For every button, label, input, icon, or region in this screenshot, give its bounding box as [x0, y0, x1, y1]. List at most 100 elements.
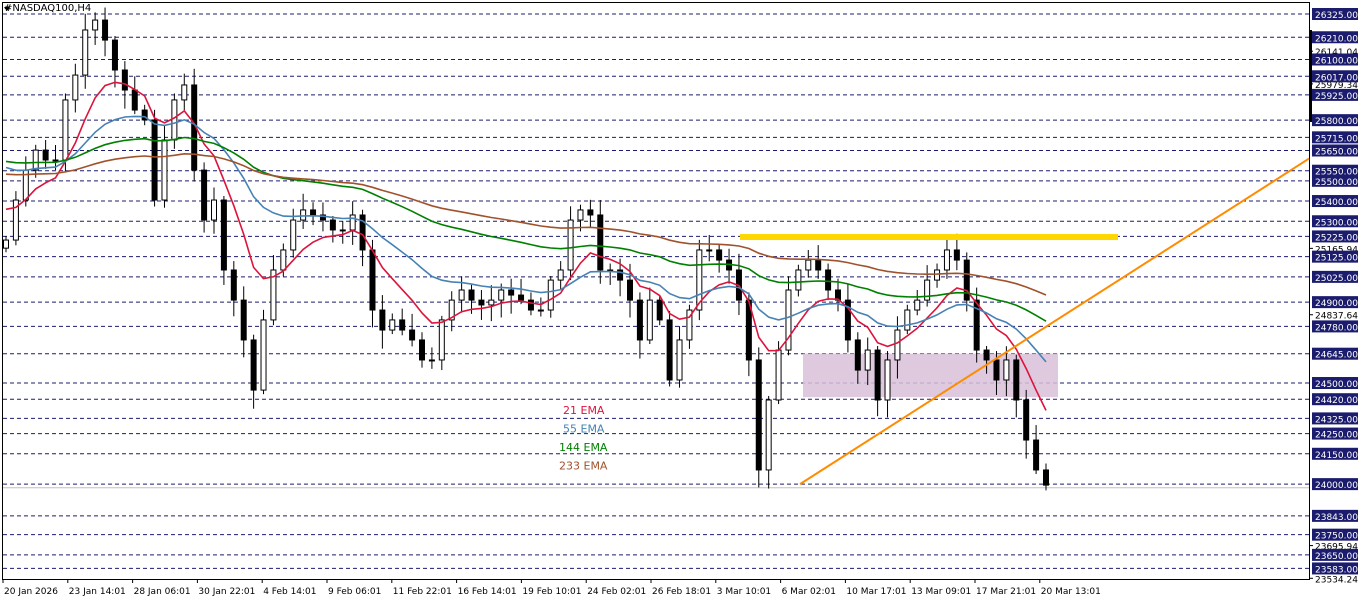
- candle: [518, 294, 525, 301]
- candle: [1023, 399, 1030, 441]
- candle: [478, 299, 485, 306]
- candle: [636, 299, 643, 341]
- candle: [1013, 359, 1020, 401]
- candle: [131, 89, 138, 111]
- level-label-bg: [1312, 393, 1358, 406]
- candle: [844, 299, 851, 341]
- candle: [924, 279, 931, 301]
- candle: [627, 279, 633, 301]
- level-label-bg: [1312, 377, 1358, 390]
- candle: [795, 269, 802, 291]
- candle: [617, 269, 624, 281]
- candle: [399, 319, 406, 331]
- candle: [211, 199, 217, 221]
- time-label: 30 Jan 22:01: [198, 587, 255, 597]
- axis-price-label: 23695.94: [1315, 543, 1358, 553]
- candle: [319, 214, 326, 221]
- level-price-label: 24780.00: [1315, 323, 1358, 333]
- level-label-bg: [1312, 562, 1358, 575]
- candle: [72, 74, 79, 101]
- candle: [587, 209, 594, 216]
- candle: [300, 209, 307, 221]
- candle: [508, 289, 515, 296]
- candle: [1043, 469, 1049, 486]
- candle: [973, 299, 980, 351]
- time-label: 3 Mar 10:01: [717, 587, 771, 597]
- level-price-label: 24325.00: [1315, 415, 1358, 425]
- trendline: [799, 157, 1310, 485]
- candle: [914, 299, 921, 311]
- axis-price-label: 23534.24: [1315, 575, 1358, 585]
- level-label-bg: [1312, 144, 1358, 157]
- candle: [181, 84, 188, 101]
- candle: [815, 259, 822, 271]
- ema-55-line: [5, 115, 1047, 363]
- candle: [825, 269, 832, 291]
- candle: [280, 249, 287, 271]
- candle: [92, 19, 99, 31]
- time-label: 13 Mar 09:01: [911, 587, 971, 597]
- level-price-label: 23650.00: [1315, 552, 1358, 562]
- candle: [409, 329, 416, 341]
- level-price-label: 24150.00: [1315, 451, 1358, 461]
- axis-scroll-marker: [1309, 30, 1312, 122]
- time-label: 10 Mar 17:01: [846, 587, 906, 597]
- level-price-label: 25300.00: [1315, 218, 1358, 228]
- candle: [448, 299, 455, 321]
- ema-21-line: [5, 81, 1047, 411]
- time-label: 20 Mar 13:01: [1041, 587, 1101, 597]
- level-price-label: 23750.00: [1315, 532, 1358, 542]
- axis-price-label: 25979.34: [1315, 81, 1358, 91]
- candle: [696, 249, 703, 311]
- ema-legend-label: 144 EMA: [559, 441, 608, 454]
- level-label-bg: [1312, 195, 1358, 208]
- candle: [874, 349, 881, 401]
- level-price-label: 25800.00: [1315, 117, 1358, 127]
- candle: [953, 249, 960, 261]
- level-price-label: 26210.00: [1315, 34, 1358, 44]
- dropdown-triangle-icon: [4, 7, 10, 11]
- candle: [468, 289, 475, 301]
- candle: [121, 69, 128, 91]
- candle: [310, 209, 317, 216]
- candle: [676, 339, 683, 381]
- candle: [706, 249, 713, 252]
- candle: [220, 199, 227, 271]
- time-label: 11 Feb 22:01: [393, 587, 452, 597]
- level-label-bg: [1312, 31, 1358, 44]
- candle: [260, 319, 267, 391]
- ema-legend-label: 21 EMA: [563, 404, 605, 417]
- candle: [250, 339, 257, 391]
- level-label-bg: [1312, 8, 1358, 20]
- candle: [12, 199, 19, 241]
- candle: [775, 349, 782, 401]
- candle: [240, 299, 247, 341]
- time-label: 20 Jan 2026: [4, 587, 58, 597]
- candle: [993, 359, 1000, 381]
- level-price-label: 24645.00: [1315, 351, 1358, 361]
- candle: [329, 219, 336, 231]
- level-price-label: 26017.00: [1315, 73, 1358, 83]
- level-label-bg: [1312, 230, 1358, 243]
- candle: [498, 289, 505, 301]
- time-label: 26 Feb 18:01: [652, 587, 711, 597]
- candle: [656, 299, 663, 321]
- plot-frame: [2, 2, 1310, 580]
- level-price-label: 24420.00: [1315, 396, 1358, 406]
- candle: [102, 19, 109, 41]
- level-price-label: 25125.00: [1315, 254, 1358, 264]
- level-label-bg: [1312, 164, 1358, 177]
- candle: [805, 259, 812, 271]
- candle: [646, 299, 653, 341]
- level-price-label: 24900.00: [1315, 299, 1358, 309]
- candle: [438, 319, 445, 361]
- candle: [983, 349, 990, 361]
- time-label: 24 Feb 02:01: [587, 587, 646, 597]
- level-label-bg: [1312, 296, 1358, 309]
- candle: [904, 309, 911, 331]
- time-label: 17 Mar 21:01: [976, 587, 1036, 597]
- level-price-label: 24000.00: [1315, 481, 1358, 491]
- level-price-label: 25500.00: [1315, 178, 1358, 188]
- candle: [62, 99, 69, 161]
